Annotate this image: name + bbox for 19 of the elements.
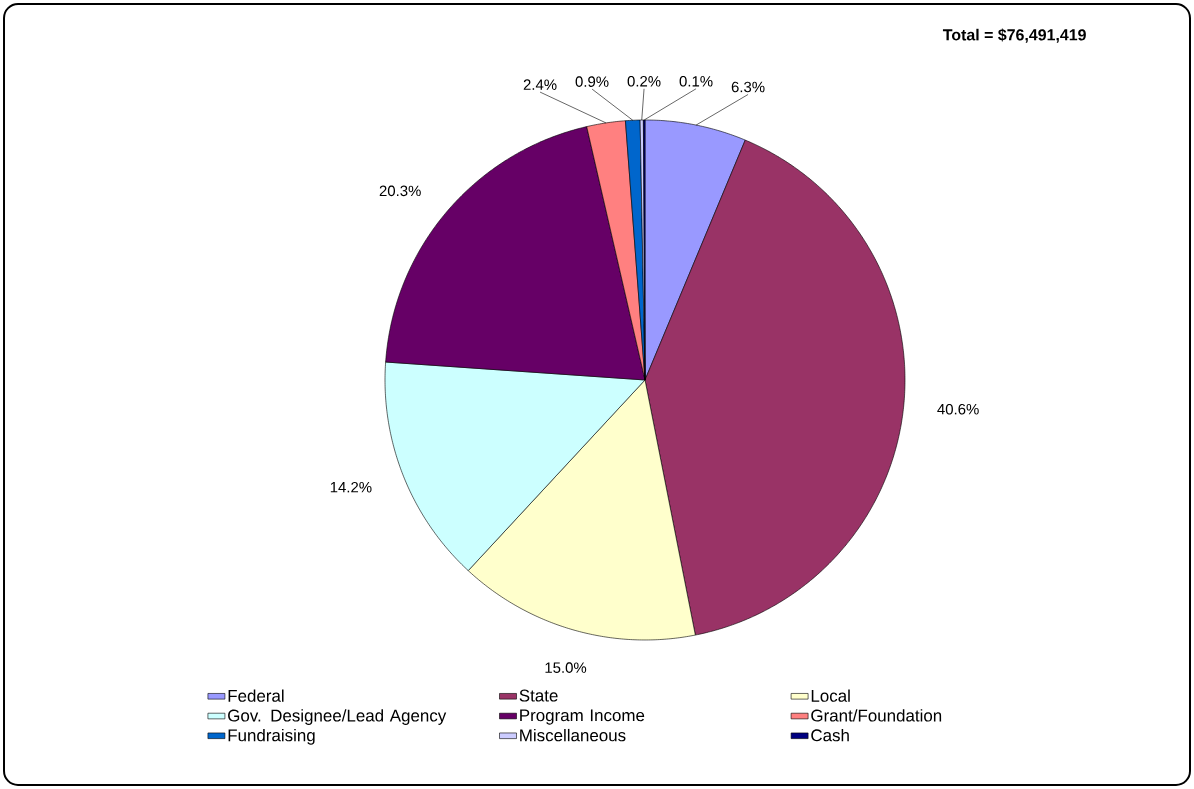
data-label: 0.1% [679, 76, 713, 87]
legend-label: Federal [228, 689, 284, 702]
data-label: 2.4% [523, 79, 557, 90]
legend-label: State [519, 689, 558, 702]
data-label: 14.2% [330, 481, 372, 493]
data-label: 20.3% [379, 185, 421, 197]
legend-label: Cash [811, 728, 849, 742]
legend-label: Program Income [520, 709, 645, 725]
data-label: 15.0% [545, 662, 587, 673]
legend-label: Fundraising [228, 728, 315, 745]
data-label: 6.3% [731, 81, 765, 93]
legend-label: Grant/Foundation [811, 709, 942, 722]
text: Total = $76,491,419 [942, 28, 1086, 43]
legend-label: Local [811, 689, 850, 702]
data-label: 40.6% [937, 403, 979, 415]
legend-label: Gov. Designee/Lead Agency [228, 709, 447, 725]
data-label: 0.2% [627, 76, 661, 87]
data-label: 0.9% [575, 76, 609, 87]
legend-label: Miscellaneous [520, 728, 626, 742]
